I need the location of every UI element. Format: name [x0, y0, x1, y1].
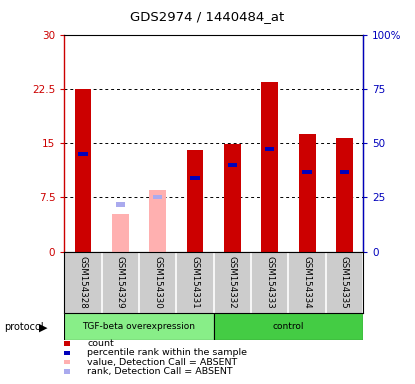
Bar — [112, 214, 129, 252]
Text: GSM154335: GSM154335 — [340, 257, 349, 309]
Text: GSM154331: GSM154331 — [190, 257, 200, 309]
Bar — [228, 162, 237, 167]
Text: GSM154328: GSM154328 — [78, 257, 88, 309]
Bar — [78, 152, 88, 156]
Bar — [75, 89, 91, 252]
Text: value, Detection Call = ABSENT: value, Detection Call = ABSENT — [87, 358, 237, 367]
Bar — [187, 150, 203, 252]
Bar — [336, 138, 353, 252]
Bar — [299, 134, 315, 252]
Bar — [116, 202, 125, 207]
Bar — [214, 313, 363, 340]
Bar — [261, 81, 278, 252]
Bar — [303, 170, 312, 174]
Bar — [224, 144, 241, 252]
Text: protocol: protocol — [4, 322, 44, 332]
Text: percentile rank within the sample: percentile rank within the sample — [87, 348, 247, 358]
Text: count: count — [87, 339, 114, 348]
Bar — [190, 175, 200, 180]
Bar — [265, 147, 274, 151]
Bar — [149, 190, 166, 252]
Text: GDS2974 / 1440484_at: GDS2974 / 1440484_at — [130, 10, 285, 23]
Text: rank, Detection Call = ABSENT: rank, Detection Call = ABSENT — [87, 367, 233, 376]
Bar — [153, 195, 162, 199]
Text: GSM154332: GSM154332 — [228, 257, 237, 309]
Text: TGF-beta overexpression: TGF-beta overexpression — [83, 322, 195, 331]
Text: control: control — [273, 322, 304, 331]
Text: ▶: ▶ — [39, 322, 48, 332]
Bar — [64, 313, 214, 340]
Bar — [340, 170, 349, 174]
Text: GSM154334: GSM154334 — [303, 257, 312, 309]
Text: GSM154330: GSM154330 — [153, 257, 162, 309]
Text: GSM154333: GSM154333 — [265, 257, 274, 309]
Text: GSM154329: GSM154329 — [116, 257, 125, 309]
